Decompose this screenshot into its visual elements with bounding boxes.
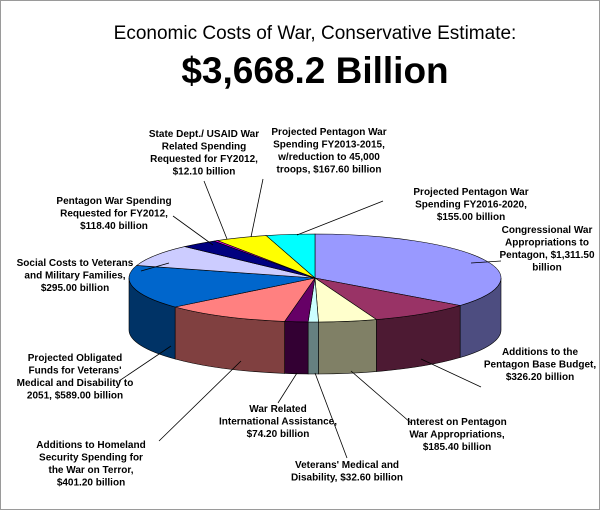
leader-line-pentagon-war-spending-requested-for-fy2012 [172, 215, 214, 246]
slice-additions-to-the-pentagon-base-budget [314, 277, 461, 320]
chart-total: $3,668.2 Billion [181, 50, 448, 91]
slice-label-projected-pentagon-war-spending-fy2016-2020: Projected Pentagon War Spending FY2016-20… [413, 187, 528, 223]
slice-congressional-war-appropriations-to-pentagon [314, 233, 502, 306]
leader-line-state-dept-usaid-war-related-spending-requested-for-fy2012 [203, 180, 228, 240]
pie-tops [128, 233, 502, 323]
leader-lines [118, 178, 502, 459]
slice-side-interest-on-pentagon-war-appropriations [318, 319, 377, 375]
leader-line-war-related-international-assistance [277, 372, 298, 404]
slice-label-state-dept-usaid-war-related-spending-requested-for-fy2012: State Dept./ USAID War Related Spending Re… [149, 129, 259, 178]
leader-line-projected-pentagon-war-spending-fy2013-2015-w-reduction-to-45-000-troops [250, 178, 264, 238]
slice-label-pentagon-war-spending-requested-for-fy2012: Pentagon War Spending Requested for FY201… [56, 196, 171, 232]
leader-line-additions-to-homeland-security-spending-for-the-war-on-terror [158, 360, 242, 442]
slice-label-projected-pentagon-war-spending-fy2013-2015-w-reduction-to-45-000-troops: Projected Pentagon War Spending FY2013-20… [271, 127, 386, 176]
slice-social-costs-to-veterans-and-military-families [135, 246, 316, 279]
slice-additions-to-homeland-security-spending-for-the-war-on-terror [175, 277, 316, 322]
slice-projected-obligated-funds-for-veterans-medical-and-disability-to-2051 [128, 265, 316, 308]
slice-label-social-costs-to-veterans-and-military-families: Social Costs to Veterans and Military Fam… [17, 258, 134, 294]
slice-label-congressional-war-appropriations-to-pentagon: Congressional War Appropriations to Pentag… [499, 225, 594, 274]
leader-line-interest-on-pentagon-war-appropriations [350, 370, 412, 424]
slice-label-projected-obligated-funds-for-veterans-medical-and-disability-to-2051: Projected Obligated Funds for Veterans' Me… [17, 353, 134, 402]
slice-label-interest-on-pentagon-war-appropriations: Interest on Pentagon War Appropriations, $… [407, 417, 506, 453]
leader-line-projected-pentagon-war-spending-fy2016-2020 [296, 200, 384, 236]
slice-side-war-related-international-assistance [284, 321, 309, 375]
pie-sides [128, 277, 502, 375]
slice-label-additions-to-homeland-security-spending-for-the-war-on-terror: Additions to Homeland Security Spending f… [36, 440, 145, 489]
leader-line-congressional-war-appropriations-to-pentagon [470, 260, 502, 264]
slice-projected-pentagon-war-spending-fy2016-2020 [265, 233, 316, 279]
leader-line-additions-to-the-pentagon-base-budget [420, 358, 482, 388]
slice-side-veterans-medical-and-disability [307, 321, 319, 375]
leader-line-social-costs-to-veterans-and-military-families [140, 262, 170, 272]
leader-line-projected-obligated-funds-for-veterans-medical-and-disability-to-2051 [118, 345, 172, 382]
slice-label-additions-to-the-pentagon-base-budget: Additions to the Pentagon Base Budget, $32… [484, 347, 596, 383]
leader-line-veterans-medical-and-disability [314, 372, 348, 459]
chart-title: Economic Costs of War, Conservative Esti… [114, 23, 517, 44]
slice-labels: Congressional War Appropriations to Pentag… [17, 127, 597, 489]
slice-label-veterans-medical-and-disability: Veterans' Medical and Disability, $32.60 … [291, 460, 403, 484]
slice-label-war-related-international-assistance: War Related International Assistance, $74.… [219, 404, 337, 440]
